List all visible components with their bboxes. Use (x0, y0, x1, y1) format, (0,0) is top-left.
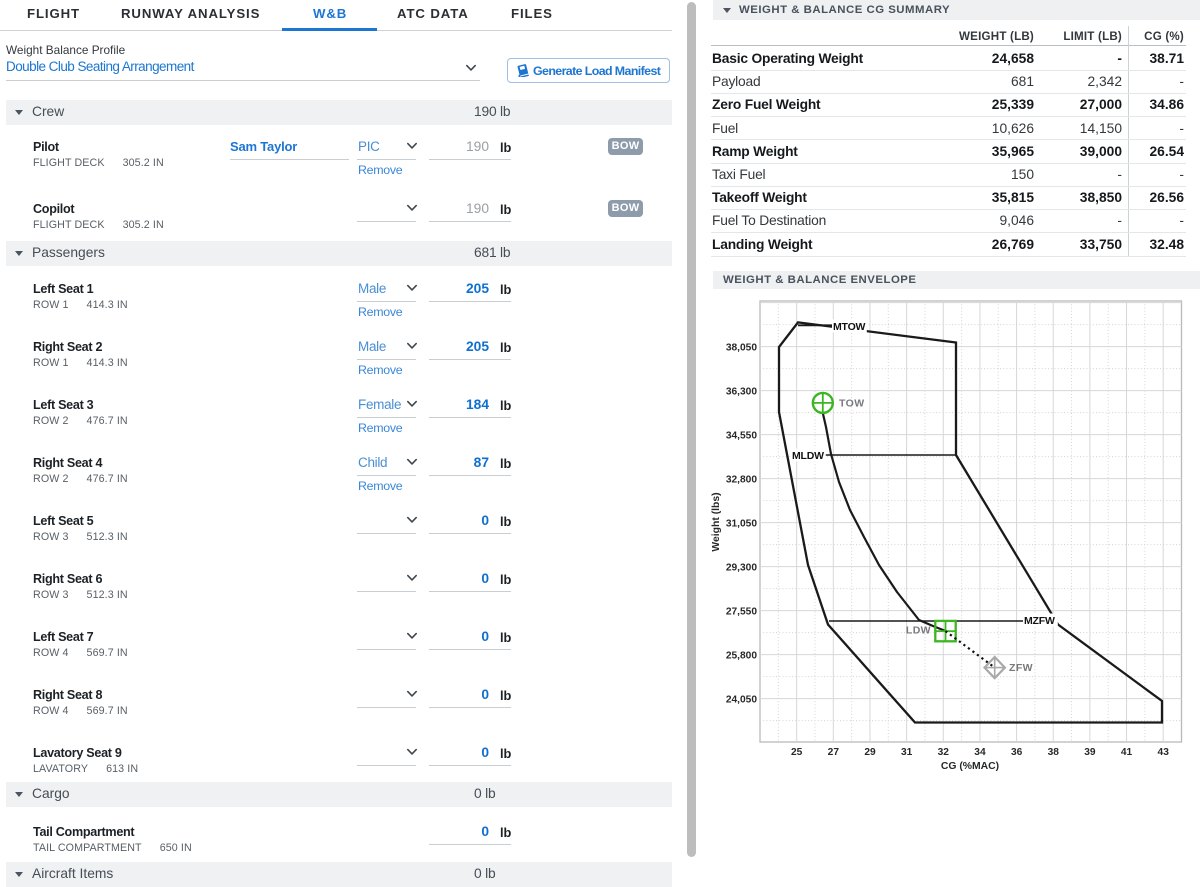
svg-text:38: 38 (1048, 747, 1060, 758)
svg-text:MLDW: MLDW (792, 450, 824, 462)
svg-text:CG (%MAC): CG (%MAC) (941, 761, 999, 772)
svg-text:38,050: 38,050 (726, 343, 757, 354)
svg-text:41: 41 (1121, 747, 1133, 758)
svg-text:25: 25 (791, 747, 803, 758)
svg-text:TOW: TOW (839, 397, 865, 409)
svg-text:31,050: 31,050 (726, 519, 757, 530)
svg-text:Weight (lbs): Weight (lbs) (711, 492, 722, 551)
svg-text:39: 39 (1084, 747, 1096, 758)
svg-text:MZFW: MZFW (1024, 615, 1055, 627)
svg-text:27: 27 (828, 747, 840, 758)
svg-text:27,550: 27,550 (726, 607, 757, 618)
svg-text:31: 31 (901, 747, 913, 758)
svg-text:25,800: 25,800 (726, 651, 757, 662)
svg-text:ZFW: ZFW (1009, 662, 1033, 674)
svg-text:36,300: 36,300 (726, 387, 757, 398)
svg-text:32,800: 32,800 (726, 475, 757, 486)
svg-text:29: 29 (864, 747, 876, 758)
svg-text:LDW: LDW (906, 625, 931, 637)
svg-text:34: 34 (974, 747, 986, 758)
svg-text:32: 32 (938, 747, 950, 758)
svg-text:43: 43 (1158, 747, 1170, 758)
svg-text:29,300: 29,300 (726, 563, 757, 574)
svg-text:24,050: 24,050 (726, 695, 757, 706)
svg-text:MTOW: MTOW (833, 321, 866, 333)
svg-text:34,550: 34,550 (726, 431, 757, 442)
svg-text:36: 36 (1011, 747, 1023, 758)
